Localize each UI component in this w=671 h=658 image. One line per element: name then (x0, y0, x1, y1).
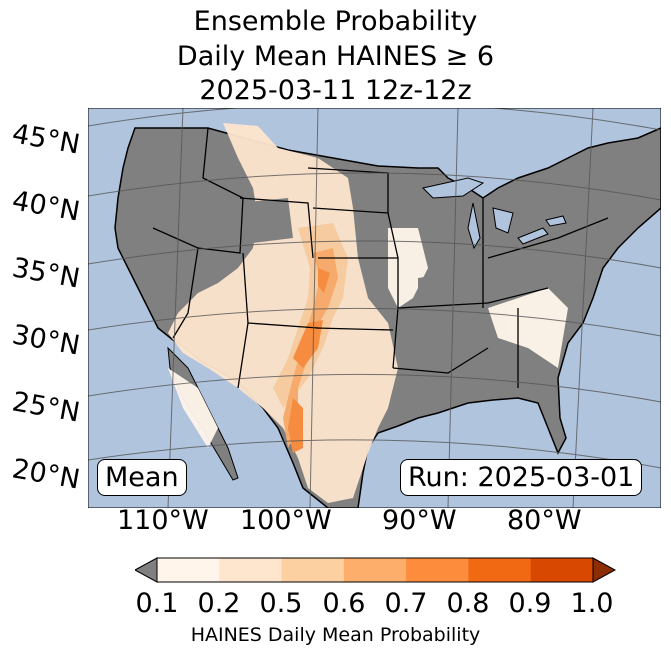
colorbar-tick-1: 0.2 (197, 588, 241, 619)
colorbar-label: HAINES Daily Mean Probability (190, 624, 481, 646)
colorbar-tick-6: 0.9 (508, 588, 552, 619)
mode-badge: Mean (97, 459, 187, 496)
colorbar-segment (157, 558, 220, 582)
colorbar-under-arrow (135, 557, 158, 583)
colorbar-tick-3: 0.6 (322, 588, 366, 619)
graticule (88, 108, 661, 508)
run-badge: Run: 2025-03-01 (400, 459, 643, 496)
colorbar-segment (406, 558, 469, 582)
lat-label-35: 35°N (9, 252, 83, 295)
title-line-1: Ensemble Probability (193, 6, 478, 37)
colorbar-segment (219, 558, 283, 582)
lat-label-20: 20°N (9, 453, 83, 496)
colorbar-segment (281, 558, 345, 582)
title-line-3: 2025-03-11 12z-12z (199, 75, 472, 106)
colorbar-segment (468, 558, 532, 582)
lat-label-45: 45°N (9, 118, 83, 161)
colorbar-segment (530, 558, 594, 582)
probability-fill (143, 123, 568, 503)
colorbar-over-arrow (592, 557, 617, 583)
lon-label-110: 110°W (117, 505, 209, 536)
colorbar-tick-2: 0.5 (259, 588, 303, 619)
probability-map (88, 108, 661, 508)
lat-label-25: 25°N (9, 386, 83, 429)
lat-label-30: 30°N (9, 319, 83, 362)
colorbar-tick-0: 0.1 (135, 588, 179, 619)
title-line-2: Daily Mean HAINES ≥ 6 (176, 41, 495, 72)
colorbar (135, 557, 617, 583)
great-lakes (422, 177, 567, 250)
colorbar-tick-4: 0.7 (384, 588, 428, 619)
lon-label-100: 100°W (240, 505, 332, 536)
lat-label-40: 40°N (9, 185, 83, 228)
state-borders (152, 127, 609, 389)
colorbar-segment (343, 558, 407, 582)
colorbar-tick-5: 0.8 (446, 588, 490, 619)
lon-label-80: 80°W (507, 505, 582, 536)
lon-label-90: 90°W (382, 505, 457, 536)
colorbar-tick-7: 1.0 (570, 588, 614, 619)
